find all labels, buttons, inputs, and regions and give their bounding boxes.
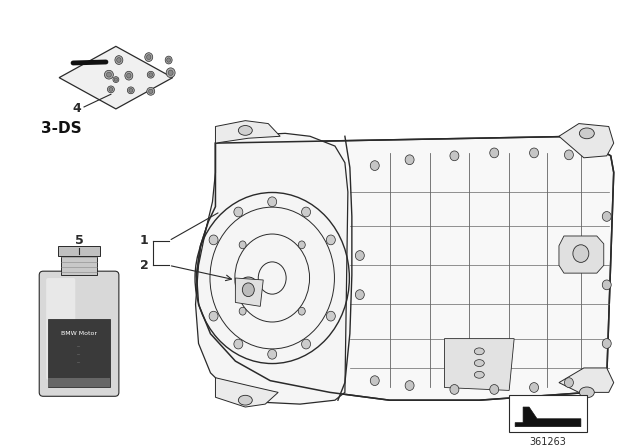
Ellipse shape [579,387,595,398]
Ellipse shape [125,71,133,80]
Ellipse shape [106,72,111,77]
Text: ...: ... [77,343,81,348]
Ellipse shape [450,384,459,394]
Polygon shape [58,246,100,255]
Ellipse shape [113,77,119,82]
Polygon shape [59,46,173,109]
Ellipse shape [239,307,246,315]
Ellipse shape [474,360,484,366]
Ellipse shape [490,384,499,394]
Bar [509,395,587,432]
Ellipse shape [268,197,276,207]
Text: 2: 2 [140,259,148,272]
Ellipse shape [268,349,276,359]
Text: 1: 1 [140,234,148,247]
Text: 361263: 361263 [529,437,566,447]
Ellipse shape [371,161,380,171]
Polygon shape [196,134,348,404]
Polygon shape [216,121,280,143]
Polygon shape [48,319,110,388]
Ellipse shape [147,87,155,95]
Polygon shape [444,339,514,390]
FancyBboxPatch shape [39,271,119,396]
Ellipse shape [298,307,305,315]
Ellipse shape [238,125,252,135]
Ellipse shape [116,58,121,62]
Polygon shape [216,378,278,407]
Polygon shape [559,124,614,158]
Ellipse shape [109,87,113,91]
Ellipse shape [529,383,538,392]
Polygon shape [61,255,97,275]
Polygon shape [559,236,604,273]
Text: ...: ... [77,351,81,356]
Ellipse shape [355,290,364,300]
Text: ...: ... [77,358,81,364]
Ellipse shape [165,56,172,64]
Ellipse shape [237,277,259,302]
Ellipse shape [104,70,113,79]
Polygon shape [236,278,263,306]
Ellipse shape [115,56,123,65]
Ellipse shape [234,339,243,349]
Polygon shape [515,407,581,426]
Ellipse shape [301,207,310,217]
Ellipse shape [602,211,611,221]
Polygon shape [559,368,614,392]
Ellipse shape [573,245,589,263]
Ellipse shape [405,155,414,164]
Ellipse shape [602,339,611,349]
Text: BMW Motor: BMW Motor [61,331,97,336]
Ellipse shape [490,148,499,158]
Ellipse shape [147,71,154,78]
Ellipse shape [239,241,246,249]
Ellipse shape [147,55,151,60]
Ellipse shape [243,283,254,297]
Ellipse shape [529,148,538,158]
Ellipse shape [602,280,611,290]
Ellipse shape [149,73,153,77]
Ellipse shape [115,78,118,81]
Ellipse shape [234,207,243,217]
Ellipse shape [298,241,305,249]
Ellipse shape [474,371,484,378]
Ellipse shape [326,235,335,245]
Ellipse shape [405,381,414,390]
Ellipse shape [579,128,595,139]
Text: 3-DS: 3-DS [41,121,82,136]
Ellipse shape [474,348,484,355]
Ellipse shape [564,378,573,388]
Ellipse shape [168,70,173,75]
Ellipse shape [209,311,218,321]
Ellipse shape [108,86,115,93]
Ellipse shape [326,311,335,321]
Text: 5: 5 [75,234,83,247]
Polygon shape [48,378,110,388]
Ellipse shape [167,58,171,62]
FancyBboxPatch shape [46,278,76,379]
Polygon shape [196,136,614,400]
Ellipse shape [129,88,132,92]
Ellipse shape [355,250,364,260]
Ellipse shape [127,87,134,94]
Ellipse shape [166,68,175,78]
Ellipse shape [238,395,252,405]
Ellipse shape [145,53,153,61]
Ellipse shape [450,151,459,161]
Ellipse shape [127,73,131,78]
Ellipse shape [564,150,573,160]
Ellipse shape [148,89,153,94]
Text: 4: 4 [72,103,81,116]
Ellipse shape [301,339,310,349]
Ellipse shape [209,235,218,245]
Ellipse shape [371,376,380,386]
